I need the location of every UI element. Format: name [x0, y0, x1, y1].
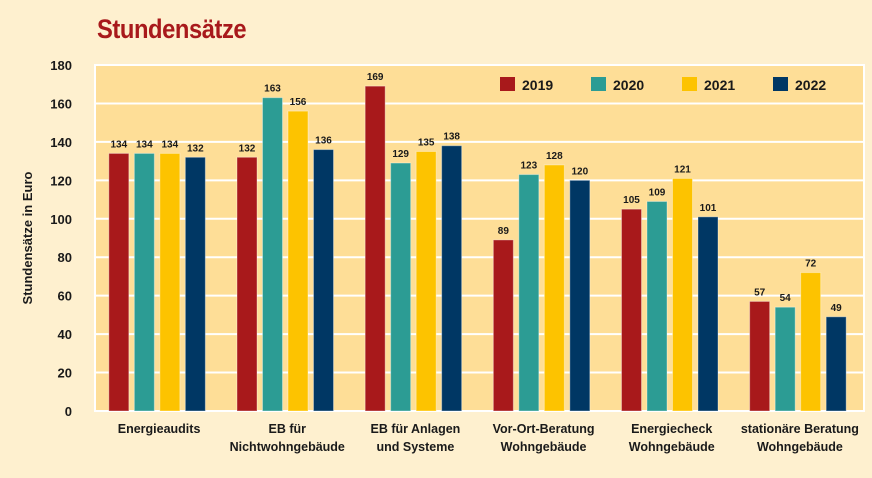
bar-2022: [697, 216, 719, 412]
bar-2020: [518, 174, 540, 412]
data-label: 123: [520, 161, 537, 172]
data-label: 129: [392, 149, 409, 160]
x-tick-label: Vor-Ort-Beratung: [493, 422, 595, 436]
legend-swatch-2020: [591, 77, 606, 91]
data-label: 156: [290, 97, 307, 108]
y-tick-label: 60: [58, 289, 72, 304]
data-label: 163: [264, 84, 281, 95]
legend-label: 2021: [704, 77, 735, 93]
data-label: 134: [136, 139, 153, 150]
y-tick-label: 0: [65, 404, 72, 419]
data-label: 109: [649, 187, 666, 198]
bar-2020: [133, 152, 155, 412]
y-tick-label: 20: [58, 366, 72, 381]
bar-2021: [159, 152, 181, 412]
data-label: 138: [443, 132, 460, 143]
data-label: 54: [780, 293, 792, 304]
bar-2019: [236, 156, 258, 412]
data-label: 136: [315, 136, 332, 147]
x-tick-label: Energiecheck: [631, 422, 712, 436]
data-label: 132: [187, 143, 204, 154]
x-tick-label: Wohngebäude: [501, 440, 587, 454]
bar-2020: [774, 306, 796, 412]
y-tick-label: 100: [50, 212, 72, 227]
x-tick-label: Wohngebäude: [757, 440, 843, 454]
legend-swatch-2022: [773, 77, 788, 91]
data-label: 101: [700, 203, 717, 214]
bar-2020: [262, 97, 283, 412]
bar-2022: [825, 316, 847, 412]
bar-2022: [569, 179, 591, 412]
bar-2021: [287, 110, 309, 412]
bar-2022: [313, 149, 334, 412]
y-tick-label: 160: [50, 96, 72, 111]
chart-title: Stundensätze: [97, 14, 247, 44]
bar-2022: [441, 145, 463, 412]
bar-2019: [621, 208, 642, 412]
data-label: 72: [805, 259, 817, 270]
data-label: 105: [623, 195, 640, 206]
bar-2019: [749, 300, 771, 412]
bar-2021: [800, 272, 822, 412]
legend-label: 2020: [613, 77, 644, 93]
bar-2019: [108, 152, 130, 412]
plot-area: [94, 64, 865, 412]
data-label: 132: [239, 143, 256, 154]
y-axis-label: Stundensätze in Euro: [20, 171, 35, 304]
x-tick-label: und Systeme: [377, 440, 455, 454]
data-label: 49: [831, 303, 843, 314]
legend-label: 2019: [522, 77, 553, 93]
bar-2022: [184, 156, 206, 412]
bar-2020: [390, 162, 412, 412]
data-label: 134: [110, 139, 127, 150]
legend-label: 2022: [795, 77, 826, 93]
x-tick-label: stationäre Beratung: [741, 422, 859, 436]
x-tick-label: Nichtwohngebäude: [230, 440, 345, 454]
bar-2021: [672, 177, 693, 412]
y-tick-label: 40: [58, 327, 72, 342]
data-label: 134: [161, 139, 178, 150]
data-label: 128: [546, 151, 563, 162]
legend-swatch-2019: [500, 77, 515, 91]
bar-2019: [492, 239, 514, 412]
bar-2021: [543, 164, 565, 412]
y-tick-label: 120: [50, 173, 72, 188]
bar-2020: [646, 200, 668, 412]
x-tick-label: Energieaudits: [118, 422, 201, 436]
x-tick-label: EB für Anlagen: [371, 422, 461, 436]
x-tick-label: EB für: [269, 422, 307, 436]
data-label: 120: [571, 166, 588, 177]
y-tick-label: 80: [58, 250, 72, 265]
y-tick-label: 180: [50, 58, 72, 73]
data-label: 57: [754, 287, 766, 298]
data-label: 121: [674, 164, 691, 175]
data-label: 169: [367, 72, 384, 83]
x-tick-label: Wohngebäude: [629, 440, 715, 454]
legend-swatch-2021: [682, 77, 697, 91]
bar-2019: [364, 85, 386, 412]
data-label: 135: [418, 138, 435, 149]
y-tick-label: 140: [50, 135, 72, 150]
data-label: 89: [498, 226, 510, 237]
bar-2021: [415, 151, 437, 412]
